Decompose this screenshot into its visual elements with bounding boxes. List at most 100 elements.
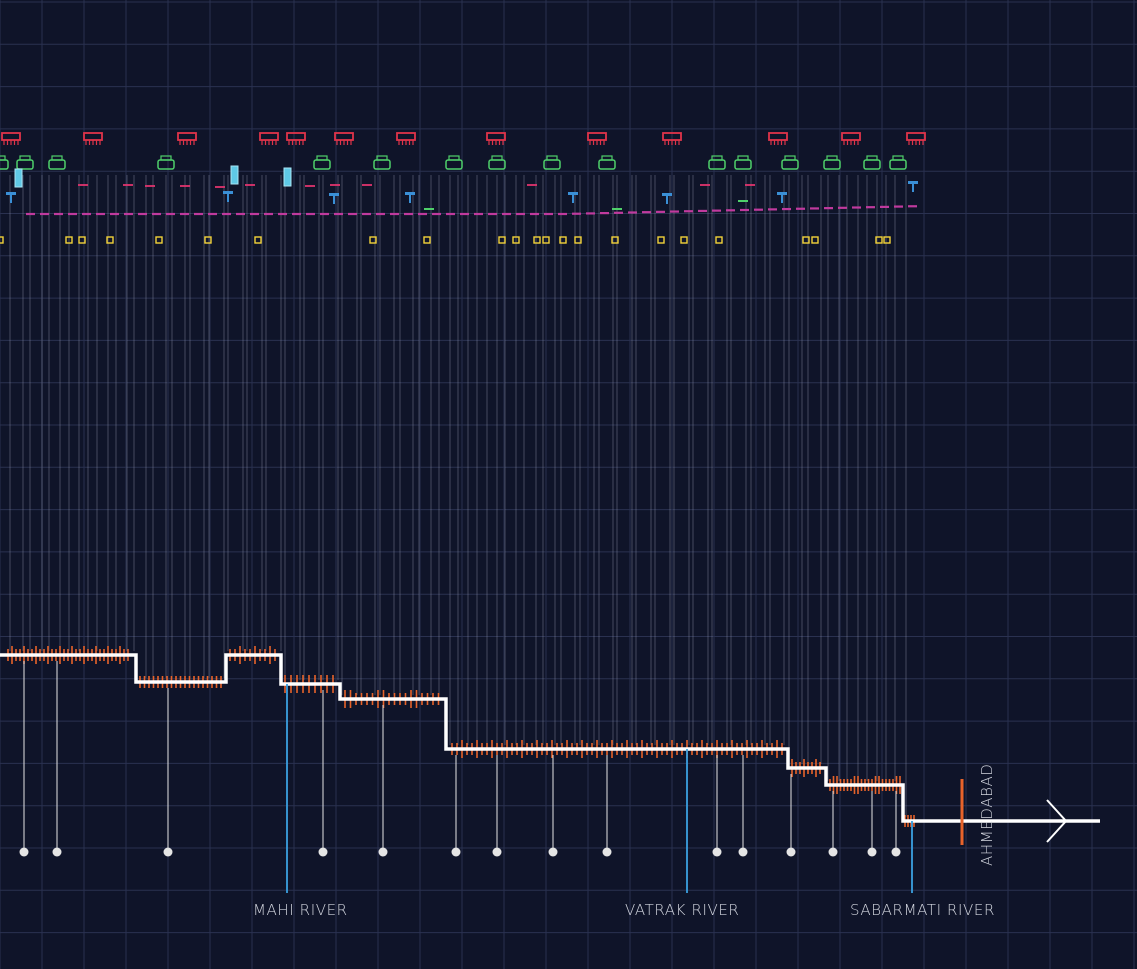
crossing-icon	[204, 236, 212, 244]
building-body	[863, 159, 881, 170]
signal-head	[6, 192, 16, 195]
building-top	[316, 155, 328, 161]
station-dot	[19, 847, 29, 857]
station-dot	[712, 847, 722, 857]
crossing-icon	[715, 236, 723, 244]
building-icon	[313, 155, 331, 170]
station-dot	[602, 847, 612, 857]
crossing-icon	[657, 236, 665, 244]
building-icon	[16, 155, 34, 170]
viaduct-icon	[587, 132, 607, 145]
viaduct-icon	[768, 132, 788, 145]
viaduct-deck	[286, 132, 306, 141]
viaduct-deck	[259, 132, 279, 141]
viaduct-deck	[334, 132, 354, 141]
signal-icon	[223, 191, 233, 202]
building-body	[445, 159, 463, 170]
crossing-icon	[254, 236, 262, 244]
signal-head	[405, 192, 415, 195]
station-dot	[318, 847, 328, 857]
station-dot	[867, 847, 877, 857]
crossing-icon	[533, 236, 541, 244]
cyan-marker-icon	[283, 167, 292, 187]
building-top	[601, 155, 613, 161]
crossing-icon	[498, 236, 506, 244]
building-top	[51, 155, 63, 161]
stations	[19, 661, 913, 893]
building-icon	[863, 155, 881, 170]
building-icon	[48, 155, 66, 170]
signal-icon	[405, 192, 415, 203]
viaduct-icon	[906, 132, 926, 145]
river-label-vatrak: VATRAK RIVER	[625, 901, 739, 919]
building-body	[823, 159, 841, 170]
building-body	[708, 159, 726, 170]
building-top	[711, 155, 723, 161]
river-label-sabarmati: SABARMATI RIVER	[850, 901, 995, 919]
signal-head	[777, 192, 787, 195]
viaduct-icon	[259, 132, 279, 145]
viaduct-deck	[83, 132, 103, 141]
crossing-icon	[512, 236, 520, 244]
building-icon	[708, 155, 726, 170]
station-dot	[451, 847, 461, 857]
arrow-head-icon	[1046, 799, 1068, 843]
viaduct-icon	[286, 132, 306, 145]
viaduct-deck	[906, 132, 926, 141]
crossing-icon	[155, 236, 163, 244]
signal-icon	[777, 192, 787, 203]
building-icon	[543, 155, 561, 170]
station-dot	[738, 847, 748, 857]
crossing-icon	[802, 236, 810, 244]
building-body	[0, 159, 9, 170]
cyan-marker-icon	[230, 165, 239, 185]
viaduct-icon	[486, 132, 506, 145]
viaduct-deck	[1, 132, 21, 141]
crossing-icon	[65, 236, 73, 244]
crossing-icon	[611, 236, 619, 244]
viaduct-deck	[486, 132, 506, 141]
building-top	[0, 155, 6, 161]
viaduct-icon	[177, 132, 197, 145]
crossing-icon	[811, 236, 819, 244]
crossing-icon	[106, 236, 114, 244]
viaduct-icon	[396, 132, 416, 145]
viaduct-deck	[587, 132, 607, 141]
building-icon	[823, 155, 841, 170]
terminus-label: AHMEDABAD	[978, 763, 996, 866]
viaduct-deck	[396, 132, 416, 141]
building-icon	[781, 155, 799, 170]
signal-icon	[329, 193, 339, 204]
viaduct-deck	[177, 132, 197, 141]
crossing-icon	[883, 236, 891, 244]
building-body	[373, 159, 391, 170]
crossing-icon	[0, 236, 4, 244]
building-body	[598, 159, 616, 170]
building-top	[826, 155, 838, 161]
building-icon	[488, 155, 506, 170]
station-dot	[492, 847, 502, 857]
building-body	[157, 159, 175, 170]
signal-head	[329, 193, 339, 196]
building-top	[866, 155, 878, 161]
viaduct-deck	[841, 132, 861, 141]
signal-icon	[662, 193, 672, 204]
building-body	[48, 159, 66, 170]
building-top	[376, 155, 388, 161]
viaduct-icon	[83, 132, 103, 145]
signal-icon	[568, 192, 578, 203]
crossing-icon	[875, 236, 883, 244]
building-top	[892, 155, 904, 161]
viaduct-icon	[662, 132, 682, 145]
signal-icon	[6, 192, 16, 203]
river-label-mahi: MAHI RIVER	[253, 901, 348, 919]
building-top	[491, 155, 503, 161]
signal-head	[662, 193, 672, 196]
building-icon	[598, 155, 616, 170]
signal-head	[223, 191, 233, 194]
station-dot	[548, 847, 558, 857]
station-dot	[891, 847, 901, 857]
